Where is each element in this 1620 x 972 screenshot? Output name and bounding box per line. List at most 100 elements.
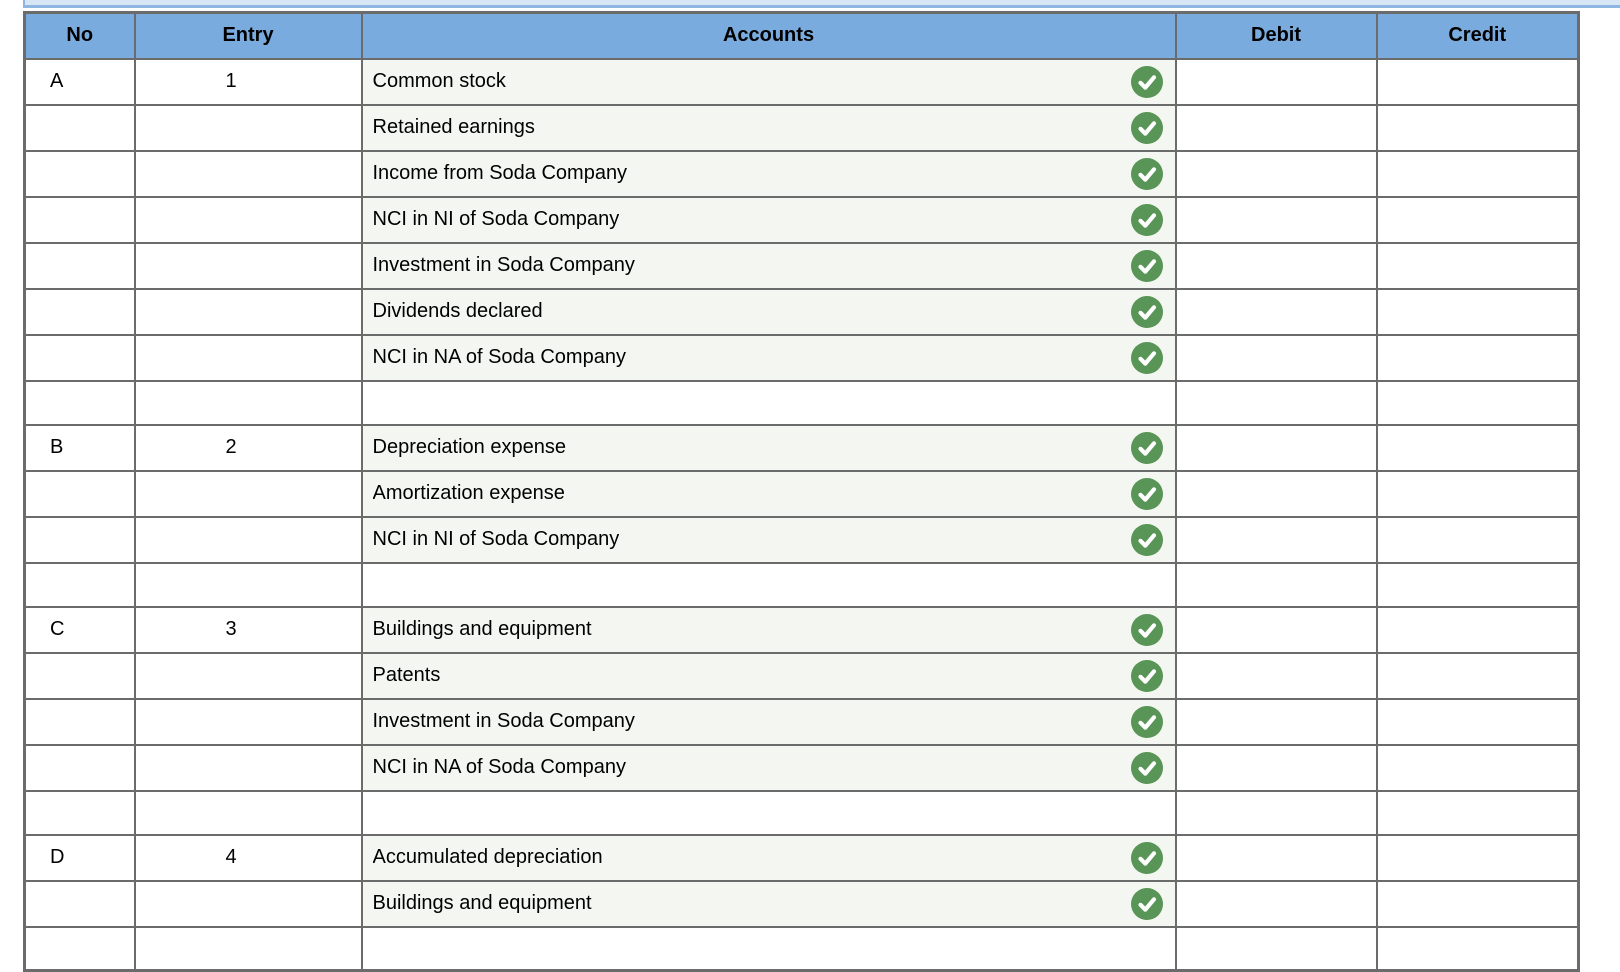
credit-cell[interactable] bbox=[1375, 195, 1580, 244]
account-cell[interactable]: Accumulated depreciation bbox=[360, 833, 1177, 882]
debit-cell[interactable] bbox=[1174, 57, 1378, 106]
entry-cell bbox=[133, 195, 363, 244]
debit-cell[interactable] bbox=[1174, 651, 1378, 700]
credit-cell[interactable] bbox=[1375, 697, 1580, 746]
debit-cell[interactable] bbox=[1174, 333, 1378, 382]
account-cell[interactable]: Amortization expense bbox=[360, 469, 1177, 518]
account-cell[interactable]: Income from Soda Company bbox=[360, 149, 1177, 198]
entry-cell bbox=[133, 879, 363, 928]
correct-check-icon bbox=[1130, 659, 1163, 692]
account-cell[interactable]: Patents bbox=[360, 651, 1177, 700]
debit-cell[interactable] bbox=[1174, 879, 1378, 928]
account-cell bbox=[360, 379, 1177, 426]
entry-cell bbox=[133, 241, 363, 290]
credit-cell[interactable] bbox=[1375, 469, 1580, 518]
account-cell[interactable]: Depreciation expense bbox=[360, 423, 1177, 472]
journal-row: NCI in NA of Soda Company bbox=[23, 333, 1580, 382]
credit-cell[interactable] bbox=[1375, 57, 1580, 106]
credit-cell[interactable] bbox=[1375, 833, 1580, 882]
journal-row: NCI in NI of Soda Company bbox=[23, 195, 1580, 244]
no-cell bbox=[23, 697, 136, 746]
entry-cell bbox=[133, 561, 363, 608]
account-cell[interactable]: Common stock bbox=[360, 57, 1177, 106]
debit-cell[interactable] bbox=[1174, 103, 1378, 152]
journal-row: Investment in Soda Company bbox=[23, 697, 1580, 746]
correct-check-icon bbox=[1130, 157, 1163, 190]
correct-check-icon bbox=[1130, 431, 1163, 464]
account-cell[interactable]: NCI in NI of Soda Company bbox=[360, 515, 1177, 564]
debit-cell[interactable] bbox=[1174, 423, 1378, 472]
credit-cell[interactable] bbox=[1375, 103, 1580, 152]
credit-cell[interactable] bbox=[1375, 241, 1580, 290]
account-cell[interactable]: Investment in Soda Company bbox=[360, 697, 1177, 746]
credit-cell[interactable] bbox=[1375, 287, 1580, 336]
account-cell-content: NCI in NI of Soda Company bbox=[364, 519, 1174, 561]
separator-row bbox=[23, 925, 1580, 972]
entry-cell bbox=[133, 333, 363, 382]
debit-cell bbox=[1174, 379, 1378, 426]
account-cell[interactable]: NCI in NA of Soda Company bbox=[360, 743, 1177, 792]
journal-row: Patents bbox=[23, 651, 1580, 700]
debit-cell bbox=[1174, 561, 1378, 608]
credit-cell[interactable] bbox=[1375, 879, 1580, 928]
account-cell[interactable]: Dividends declared bbox=[360, 287, 1177, 336]
account-cell-content: NCI in NA of Soda Company bbox=[364, 337, 1174, 379]
credit-cell bbox=[1375, 561, 1580, 608]
debit-cell[interactable] bbox=[1174, 605, 1378, 654]
correct-check-icon bbox=[1130, 751, 1163, 784]
account-cell-content: Dividends declared bbox=[364, 291, 1174, 333]
account-cell[interactable]: Buildings and equipment bbox=[360, 605, 1177, 654]
account-cell[interactable]: Retained earnings bbox=[360, 103, 1177, 152]
correct-check-icon bbox=[1130, 841, 1163, 874]
account-name: Retained earnings bbox=[372, 116, 535, 138]
entry-cell bbox=[133, 789, 363, 836]
debit-cell[interactable] bbox=[1174, 743, 1378, 792]
account-name: Investment in Soda Company bbox=[372, 710, 635, 732]
account-cell bbox=[360, 925, 1177, 972]
credit-cell[interactable] bbox=[1375, 423, 1580, 472]
credit-cell[interactable] bbox=[1375, 515, 1580, 564]
journal-row: Retained earnings bbox=[23, 103, 1580, 152]
no-cell bbox=[23, 195, 136, 244]
no-cell: C bbox=[23, 605, 136, 654]
no-cell: B bbox=[23, 423, 136, 472]
credit-cell[interactable] bbox=[1375, 743, 1580, 792]
account-cell[interactable]: NCI in NA of Soda Company bbox=[360, 333, 1177, 382]
no-cell bbox=[23, 103, 136, 152]
no-cell bbox=[23, 515, 136, 564]
account-cell[interactable]: Buildings and equipment bbox=[360, 879, 1177, 928]
account-name: Income from Soda Company bbox=[372, 162, 628, 184]
credit-cell[interactable] bbox=[1375, 333, 1580, 382]
entry-cell bbox=[133, 697, 363, 746]
separator-row bbox=[23, 561, 1580, 608]
credit-cell[interactable] bbox=[1375, 651, 1580, 700]
journal-row: B 2 Depreciation expense bbox=[23, 423, 1580, 472]
no-cell: A bbox=[23, 57, 136, 106]
debit-cell[interactable] bbox=[1174, 833, 1378, 882]
separator-row bbox=[23, 379, 1580, 426]
account-cell-content: Amortization expense bbox=[364, 473, 1174, 515]
debit-cell[interactable] bbox=[1174, 195, 1378, 244]
debit-cell[interactable] bbox=[1174, 515, 1378, 564]
correct-check-icon bbox=[1130, 523, 1163, 556]
entry-cell: 2 bbox=[133, 423, 363, 472]
debit-cell[interactable] bbox=[1174, 469, 1378, 518]
debit-cell[interactable] bbox=[1174, 241, 1378, 290]
correct-check-icon bbox=[1130, 613, 1163, 646]
column-header-entry: Entry bbox=[133, 11, 363, 60]
credit-cell[interactable] bbox=[1375, 149, 1580, 198]
debit-cell[interactable] bbox=[1174, 287, 1378, 336]
debit-cell[interactable] bbox=[1174, 149, 1378, 198]
no-cell bbox=[23, 789, 136, 836]
account-cell[interactable]: Investment in Soda Company bbox=[360, 241, 1177, 290]
credit-cell[interactable] bbox=[1375, 605, 1580, 654]
correct-check-icon bbox=[1130, 65, 1163, 98]
account-cell-content: Investment in Soda Company bbox=[364, 701, 1174, 743]
entry-cell: 1 bbox=[133, 57, 363, 106]
correct-check-icon bbox=[1130, 341, 1163, 374]
debit-cell[interactable] bbox=[1174, 697, 1378, 746]
journal-entry-table: No Entry Accounts Debit Credit A 1 Common … bbox=[23, 11, 1580, 972]
entry-cell bbox=[133, 149, 363, 198]
header-row: No Entry Accounts Debit Credit bbox=[23, 11, 1580, 60]
account-cell[interactable]: NCI in NI of Soda Company bbox=[360, 195, 1177, 244]
